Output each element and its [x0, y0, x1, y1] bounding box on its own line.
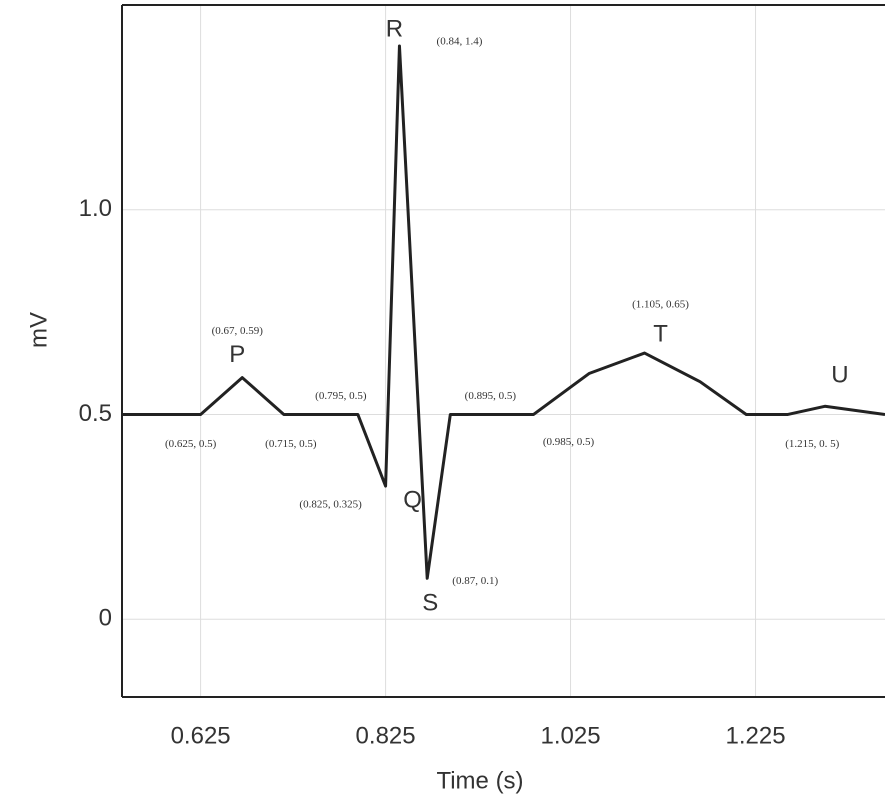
point-annotation: (0.715, 0.5): [265, 438, 317, 450]
point-annotation: (0.67, 0.59): [212, 325, 264, 337]
point-annotation: (0.825, 0.325): [299, 499, 362, 511]
point-annotation: (1.215, 0. 5): [785, 438, 839, 450]
y-axis-label: mV: [25, 312, 52, 348]
point-annotation: (0.895, 0.5): [465, 390, 517, 402]
point-annotation: (0.625, 0.5): [165, 438, 217, 450]
point-annotation: (0.985, 0.5): [543, 436, 595, 448]
x-tick-label: 0.825: [356, 722, 416, 749]
x-axis-label: Time (s): [436, 767, 523, 794]
wave-label: R: [386, 15, 403, 42]
point-annotation: (0.84, 1.4): [437, 35, 483, 47]
wave-label: U: [831, 362, 848, 389]
wave-label: P: [229, 341, 245, 368]
wave-label: Q: [403, 486, 422, 513]
point-annotation: (0.87, 0.1): [452, 575, 498, 587]
ecg-line: [122, 44, 885, 580]
y-tick-label: 0.5: [79, 400, 112, 427]
x-tick-label: 1.025: [541, 722, 601, 749]
wave-label: S: [422, 590, 438, 617]
y-tick-label: 1.0: [79, 195, 112, 222]
x-tick-label: 0.625: [171, 722, 231, 749]
x-tick-label: 1.225: [725, 722, 785, 749]
wave-label: T: [653, 320, 668, 347]
point-annotation: (0.795, 0.5): [315, 390, 367, 402]
y-tick-label: 0: [99, 605, 112, 632]
point-annotation: (1.105, 0.65): [632, 299, 689, 311]
